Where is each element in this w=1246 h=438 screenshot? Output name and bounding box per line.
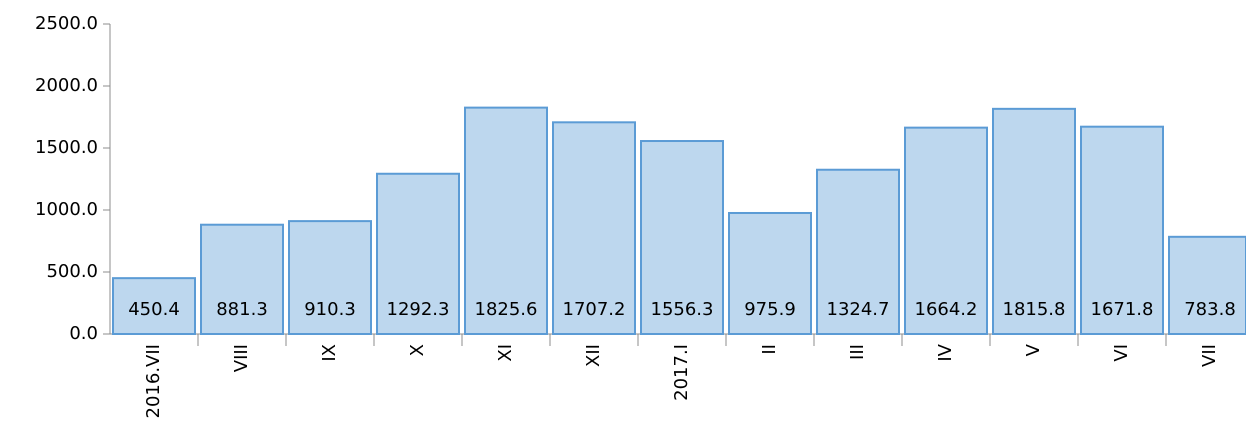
bar: [816, 168, 900, 335]
y-tick-label: 2500.0: [35, 13, 98, 34]
y-tick-label: 1000.0: [35, 199, 98, 220]
data-label: 450.4: [128, 299, 180, 320]
bar: [376, 172, 460, 335]
x-tick-label: IV: [935, 343, 956, 361]
data-label: 1664.2: [915, 299, 978, 320]
data-label: 783.8: [1184, 299, 1236, 320]
data-label: 1324.7: [827, 299, 890, 320]
data-label: 1707.2: [563, 299, 626, 320]
bar: [1168, 235, 1246, 336]
x-tick-label: VIII: [231, 344, 252, 372]
data-label: 1815.8: [1003, 299, 1066, 320]
x-tick-label: III: [847, 344, 868, 360]
x-tick-label: V: [1023, 343, 1044, 356]
data-label: 1671.8: [1091, 299, 1154, 320]
x-tick-label: 2017.I: [671, 344, 692, 401]
bar: [640, 140, 724, 335]
x-tick-label: II: [759, 344, 780, 355]
bar: [288, 220, 372, 335]
x-tick-label: VI: [1111, 344, 1132, 362]
bar: [464, 106, 548, 336]
bar: [552, 121, 636, 335]
data-label: 1292.3: [387, 299, 450, 320]
bar: [728, 211, 812, 335]
x-tick-label: VII: [1199, 344, 1220, 367]
y-tick-label: 2000.0: [35, 75, 98, 96]
x-tick-label: XII: [583, 344, 604, 367]
bar: [992, 107, 1076, 335]
x-tick-label: X: [407, 344, 428, 356]
bar: [904, 126, 988, 335]
data-label: 1825.6: [475, 299, 538, 320]
data-label: 881.3: [216, 299, 268, 320]
bar: [200, 223, 284, 335]
y-tick-label: 500.0: [46, 261, 98, 282]
y-tick-label: 1500.0: [35, 137, 98, 158]
bar: [1080, 125, 1164, 336]
x-tick-label: IX: [319, 344, 340, 362]
data-label: 910.3: [304, 299, 356, 320]
x-tick-label: XI: [495, 344, 516, 362]
data-label: 1556.3: [651, 299, 714, 320]
bar: [112, 277, 196, 335]
data-label: 975.9: [744, 299, 796, 320]
y-tick-label: 0.0: [69, 323, 98, 344]
x-tick-label: 2016.VII: [143, 344, 164, 418]
